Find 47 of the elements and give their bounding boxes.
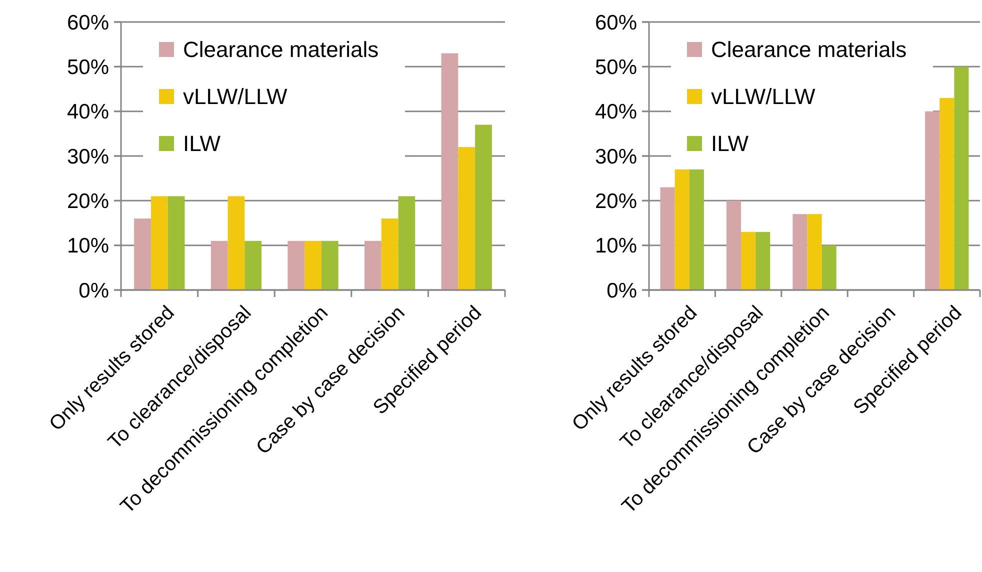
y-tick-label: 10% bbox=[594, 234, 637, 258]
bar bbox=[381, 218, 398, 290]
bar bbox=[210, 240, 228, 290]
bar bbox=[674, 169, 690, 290]
legend-label: ILW bbox=[711, 131, 749, 156]
bar bbox=[807, 214, 822, 290]
y-tick-label: 50% bbox=[66, 56, 109, 80]
bar bbox=[792, 214, 808, 290]
bar bbox=[660, 187, 675, 290]
bar bbox=[925, 111, 940, 290]
bar bbox=[398, 196, 416, 290]
y-tick-label: 50% bbox=[594, 56, 637, 80]
y-tick-label: 0% bbox=[78, 279, 109, 302]
bar bbox=[822, 245, 836, 290]
bar bbox=[689, 169, 704, 290]
bar bbox=[475, 124, 492, 290]
y-tick-label: 40% bbox=[594, 100, 637, 124]
bar bbox=[150, 196, 168, 290]
y-tick-label: 60% bbox=[66, 11, 109, 34]
y-tick-label: 20% bbox=[594, 190, 637, 214]
bar bbox=[741, 232, 756, 290]
y-tick-label: 40% bbox=[66, 100, 109, 124]
legend-label: vLLW/LLW bbox=[183, 84, 288, 109]
y-tick-label: 30% bbox=[594, 145, 637, 168]
legend-label: Clearance materials bbox=[183, 37, 379, 62]
bar bbox=[756, 232, 770, 290]
legend-label: ILW bbox=[183, 131, 221, 156]
y-tick-label: 10% bbox=[66, 234, 109, 258]
bar bbox=[304, 240, 322, 290]
bar bbox=[441, 53, 458, 290]
legend-label: Clearance materials bbox=[711, 37, 907, 62]
bar bbox=[321, 240, 338, 290]
y-tick-label: 60% bbox=[594, 11, 637, 34]
bar bbox=[458, 147, 476, 290]
y-tick-label: 20% bbox=[66, 190, 109, 214]
bar bbox=[940, 98, 954, 290]
legend-label: vLLW/LLW bbox=[711, 84, 816, 109]
y-tick-label: 30% bbox=[66, 145, 109, 168]
bar bbox=[168, 196, 185, 290]
bar bbox=[228, 196, 245, 290]
y-tick-label: 0% bbox=[606, 279, 637, 302]
bar bbox=[134, 218, 151, 290]
bar bbox=[726, 200, 742, 290]
bar bbox=[954, 66, 969, 290]
bar bbox=[364, 240, 382, 290]
bar bbox=[288, 240, 305, 290]
bar bbox=[244, 240, 262, 290]
